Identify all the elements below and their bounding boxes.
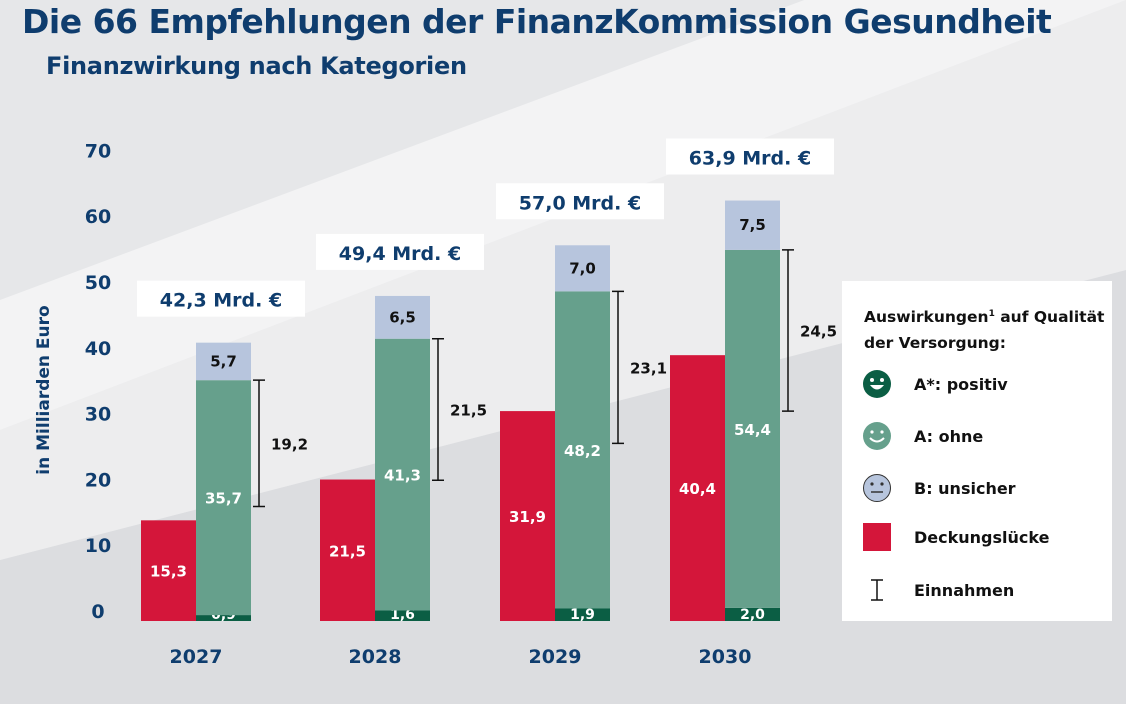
- bar-a-positiv: [375, 610, 430, 621]
- total-label: 63,9 Mrd. €: [689, 148, 811, 170]
- data-label-einnahmen: 21,5: [450, 401, 487, 419]
- y-tick-label: 10: [85, 535, 111, 557]
- einnahmen-bracket: [782, 249, 794, 412]
- bar-a-positiv: [555, 608, 610, 621]
- data-label-a-ohne: 54,4: [734, 421, 771, 439]
- data-label-b-unsicher: 5,7: [210, 352, 237, 370]
- x-tick-label: 2030: [699, 646, 752, 668]
- data-label-a-positiv: 1,9: [570, 607, 595, 623]
- legend-item-einnahmen: Einnahmen: [862, 575, 1014, 605]
- bar-a-ohne: [555, 291, 610, 609]
- bar-a-ohne: [196, 380, 251, 616]
- data-label-a-positiv: 2,0: [740, 607, 765, 623]
- total-label: 49,4 Mrd. €: [339, 243, 461, 265]
- data-label-deckungsluecke: 31,9: [509, 508, 546, 526]
- legend-item-a-ohne: A: ohne: [862, 421, 983, 451]
- smiley-happy-icon: [862, 369, 892, 399]
- bar-a-positiv: [196, 615, 251, 621]
- x-tick-label: 2027: [170, 646, 223, 668]
- data-label-a-ohne: 48,2: [564, 442, 601, 460]
- data-label-deckungsluecke: 21,5: [329, 542, 366, 560]
- data-label-b-unsicher: 7,5: [739, 216, 766, 234]
- total-label: 42,3 Mrd. €: [160, 290, 282, 312]
- bar-b-unsicher: [375, 295, 430, 339]
- x-tick-label: 2028: [349, 646, 402, 668]
- x-tick-label: 2029: [529, 646, 582, 668]
- legend-title: Auswirkungen1 auf Qualität der Versorgun…: [864, 308, 1105, 353]
- legend-item-deckungsluecke: Deckungslücke: [862, 522, 1049, 552]
- y-tick-label: 60: [85, 206, 111, 228]
- range-bracket-icon: [862, 575, 892, 605]
- total-label: 57,0 Mrd. €: [519, 192, 641, 214]
- data-label-deckungsluecke: 15,3: [150, 563, 187, 581]
- data-label-einnahmen: 23,1: [630, 359, 667, 377]
- bar-deckungsluecke: [670, 355, 725, 621]
- bar-a-ohne: [725, 249, 780, 608]
- red-square-icon: [862, 522, 892, 552]
- data-label-a-positiv: 1,6: [390, 607, 415, 623]
- y-tick-label: 40: [85, 338, 111, 360]
- data-label-b-unsicher: 6,5: [389, 308, 416, 326]
- legend-item-a-positiv: A*: positiv: [862, 369, 1008, 399]
- legend-item-b-unsicher: B: unsicher: [862, 473, 1016, 503]
- bar-a-positiv: [725, 607, 780, 621]
- bar-b-unsicher: [725, 200, 780, 250]
- data-label-a-ohne: 35,7: [205, 490, 242, 508]
- y-tick-label: 50: [85, 272, 111, 294]
- data-label-einnahmen: 24,5: [800, 322, 837, 340]
- y-tick-label: 20: [85, 469, 111, 491]
- total-label-box: [137, 280, 305, 317]
- y-axis-label: in Milliarden Euro: [34, 305, 54, 474]
- y-tick-label: 70: [85, 140, 111, 162]
- bar-b-unsicher: [555, 245, 610, 292]
- y-tick-label: 0: [91, 601, 104, 623]
- y-tick-label: 30: [85, 404, 111, 426]
- total-label-box: [496, 183, 664, 220]
- data-label-deckungsluecke: 40,4: [679, 480, 716, 498]
- total-label-box: [666, 138, 834, 175]
- total-label-box: [316, 233, 484, 270]
- smiley-smile-icon: [862, 421, 892, 451]
- einnahmen-bracket: [253, 379, 265, 508]
- bar-deckungsluecke: [141, 520, 196, 621]
- data-label-b-unsicher: 7,0: [569, 259, 596, 277]
- bar-deckungsluecke: [320, 479, 375, 621]
- einnahmen-bracket: [612, 290, 624, 445]
- legend: Auswirkungen1 auf Qualität der Versorgun…: [842, 281, 1112, 621]
- data-label-einnahmen: 19,2: [271, 435, 308, 453]
- bar-deckungsluecke: [500, 411, 555, 621]
- bar-b-unsicher: [196, 342, 251, 381]
- chart-subtitle: Finanzwirkung nach Kategorien: [46, 52, 467, 80]
- bar-a-ohne: [375, 338, 430, 611]
- chart-title: Die 66 Empfehlungen der FinanzKommission…: [22, 2, 1052, 41]
- einnahmen-bracket: [432, 337, 444, 481]
- data-label-a-ohne: 41,3: [384, 467, 421, 485]
- smiley-neutral-icon: [862, 473, 892, 503]
